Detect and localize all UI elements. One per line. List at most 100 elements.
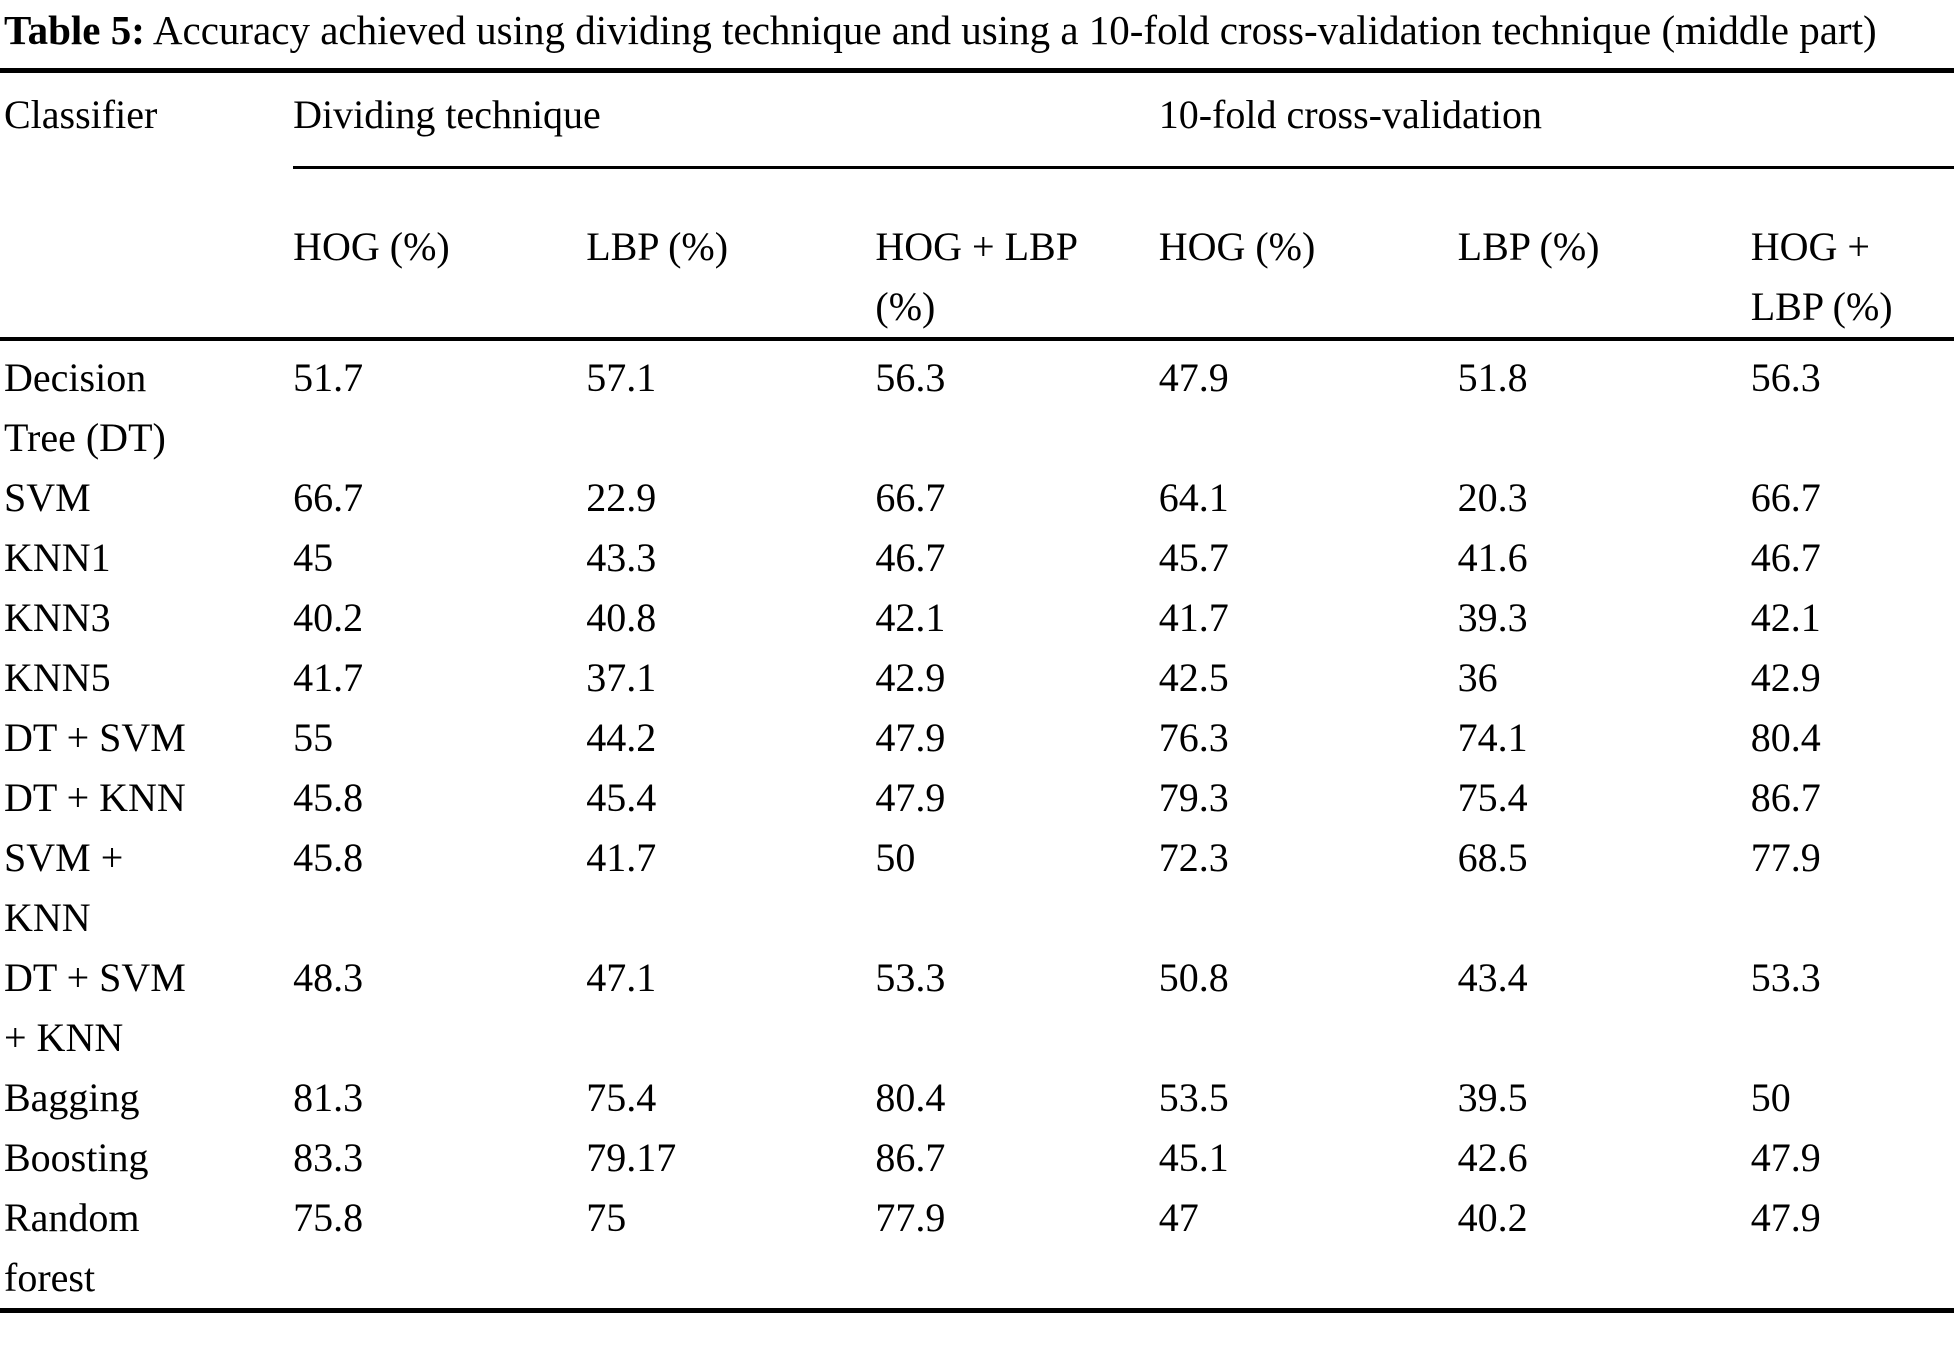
- classifier-cell: DT + KNN: [4, 775, 186, 820]
- value-cell: 40.2: [1457, 1195, 1528, 1240]
- classifier-cell: KNN3: [4, 595, 111, 640]
- value-cell: 39.5: [1457, 1075, 1528, 1120]
- value-cell: 43.3: [586, 535, 657, 580]
- col-header-crossval-hog-lbp: HOG + LBP (%): [1750, 167, 1954, 341]
- classifier-cell: DT + SVM: [4, 715, 186, 760]
- col-header-dividing-hog: HOG (%): [293, 167, 587, 341]
- value-cell: 44.2: [586, 715, 657, 760]
- value-cell: 37.1: [586, 655, 657, 700]
- column-header-row: HOG (%) LBP (%) HOG + LBP (%) HOG (%) LB…: [0, 167, 1954, 341]
- value-cell: 47: [1158, 1195, 1199, 1240]
- value-cell: 41.7: [586, 835, 657, 880]
- value-cell: 45.7: [1158, 535, 1229, 580]
- table-caption: Table 5: Accuracy achieved using dividin…: [0, 2, 1954, 59]
- value-cell: 79.17: [586, 1135, 677, 1180]
- table-row: KNN3 40.2 40.8 42.1 41.7 39.3 42.1: [0, 588, 1954, 648]
- results-table: Classifier Dividing technique 10-fold cr…: [0, 68, 1954, 1313]
- group-header-crossvalidation: 10-fold cross-validation: [1158, 70, 1954, 169]
- value-cell: 47.9: [875, 775, 946, 820]
- value-cell: 77.9: [1750, 835, 1821, 880]
- value-cell: 36: [1457, 655, 1498, 700]
- table-row: Random forest 75.8 75 77.9 47 40.2 47.9: [0, 1188, 1954, 1311]
- value-cell: 81.3: [293, 1075, 364, 1120]
- value-cell: 77.9: [875, 1195, 946, 1240]
- value-cell: 51.8: [1457, 355, 1528, 400]
- value-cell: 47.9: [1750, 1195, 1821, 1240]
- value-cell: 45.1: [1158, 1135, 1229, 1180]
- table-row: SVM 66.7 22.9 66.7 64.1 20.3 66.7: [0, 468, 1954, 528]
- value-cell: 22.9: [586, 475, 657, 520]
- value-cell: 45: [293, 535, 334, 580]
- value-cell: 42.9: [875, 655, 946, 700]
- value-cell: 66.7: [875, 475, 946, 520]
- value-cell: 45.8: [293, 775, 364, 820]
- value-cell: 76.3: [1158, 715, 1229, 760]
- table-row: DT + SVM 55 44.2 47.9 76.3 74.1 80.4: [0, 708, 1954, 768]
- value-cell: 66.7: [293, 475, 364, 520]
- classifier-cell: SVM + KNN: [4, 835, 124, 940]
- value-cell: 46.7: [1750, 535, 1821, 580]
- col-header-crossval-hog: HOG (%): [1158, 167, 1458, 341]
- value-cell: 41.7: [1158, 595, 1229, 640]
- value-cell: 55: [293, 715, 334, 760]
- value-cell: 42.5: [1158, 655, 1229, 700]
- value-cell: 83.3: [293, 1135, 364, 1180]
- table-row: Decision Tree (DT) 51.7 57.1 56.3 47.9 51.8 56…: [0, 339, 1954, 468]
- value-cell: 47.1: [586, 955, 657, 1000]
- value-cell: 75.4: [1457, 775, 1528, 820]
- table-row: Bagging 81.3 75.4 80.4 53.5 39.5 50: [0, 1068, 1954, 1128]
- value-cell: 39.3: [1457, 595, 1528, 640]
- value-cell: 75: [586, 1195, 627, 1240]
- value-cell: 41.6: [1457, 535, 1528, 580]
- value-cell: 50: [875, 835, 916, 880]
- value-cell: 80.4: [875, 1075, 946, 1120]
- group-header-dividing-technique: Dividing technique: [293, 70, 1159, 169]
- value-cell: 50: [1750, 1075, 1791, 1120]
- classifier-cell: Boosting: [4, 1135, 149, 1180]
- group-header-row: Classifier Dividing technique 10-fold cr…: [0, 70, 1954, 341]
- col-header-crossval-lbp: LBP (%): [1457, 167, 1751, 341]
- classifier-cell: Random forest: [4, 1195, 140, 1300]
- table-row: SVM + KNN 45.8 41.7 50 72.3 68.5 77.9: [0, 828, 1954, 948]
- table-row: KNN5 41.7 37.1 42.9 42.5 36 42.9: [0, 648, 1954, 708]
- value-cell: 47.9: [875, 715, 946, 760]
- value-cell: 50.8: [1158, 955, 1229, 1000]
- value-cell: 74.1: [1457, 715, 1528, 760]
- value-cell: 53.5: [1158, 1075, 1229, 1120]
- value-cell: 72.3: [1158, 835, 1229, 880]
- col-header-dividing-lbp: LBP (%): [586, 167, 876, 341]
- classifier-cell: Decision Tree (DT): [4, 355, 166, 460]
- classifier-cell: KNN1: [4, 535, 111, 580]
- value-cell: 75.4: [586, 1075, 657, 1120]
- value-cell: 40.2: [293, 595, 364, 640]
- value-cell: 53.3: [1750, 955, 1821, 1000]
- table-row: KNN1 45 43.3 46.7 45.7 41.6 46.7: [0, 528, 1954, 588]
- value-cell: 64.1: [1158, 475, 1229, 520]
- value-cell: 56.3: [1750, 355, 1821, 400]
- table-row: DT + SVM + KNN 48.3 47.1 53.3 50.8 43.4 53.3: [0, 948, 1954, 1068]
- value-cell: 42.1: [1750, 595, 1821, 640]
- classifier-cell: DT + SVM + KNN: [4, 955, 186, 1060]
- value-cell: 80.4: [1750, 715, 1821, 760]
- value-cell: 47.9: [1750, 1135, 1821, 1180]
- table-header: Classifier Dividing technique 10-fold cr…: [0, 70, 1954, 341]
- value-cell: 51.7: [293, 355, 364, 400]
- table-caption-label: Table 5:: [4, 7, 145, 53]
- value-cell: 46.7: [875, 535, 946, 580]
- value-cell: 86.7: [1750, 775, 1821, 820]
- table-row: Boosting 83.3 79.17 86.7 45.1 42.6 47.9: [0, 1128, 1954, 1188]
- table-row: DT + KNN 45.8 45.4 47.9 79.3 75.4 86.7: [0, 768, 1954, 828]
- value-cell: 41.7: [293, 655, 364, 700]
- value-cell: 66.7: [1750, 475, 1821, 520]
- value-cell: 53.3: [875, 955, 946, 1000]
- value-cell: 20.3: [1457, 475, 1528, 520]
- value-cell: 57.1: [586, 355, 657, 400]
- value-cell: 45.4: [586, 775, 657, 820]
- header-classifier: Classifier: [0, 70, 294, 341]
- value-cell: 42.1: [875, 595, 946, 640]
- value-cell: 75.8: [293, 1195, 364, 1240]
- value-cell: 79.3: [1158, 775, 1229, 820]
- col-header-dividing-hog-lbp: HOG + LBP (%): [875, 167, 1159, 341]
- classifier-cell: Bagging: [4, 1075, 140, 1120]
- value-cell: 68.5: [1457, 835, 1528, 880]
